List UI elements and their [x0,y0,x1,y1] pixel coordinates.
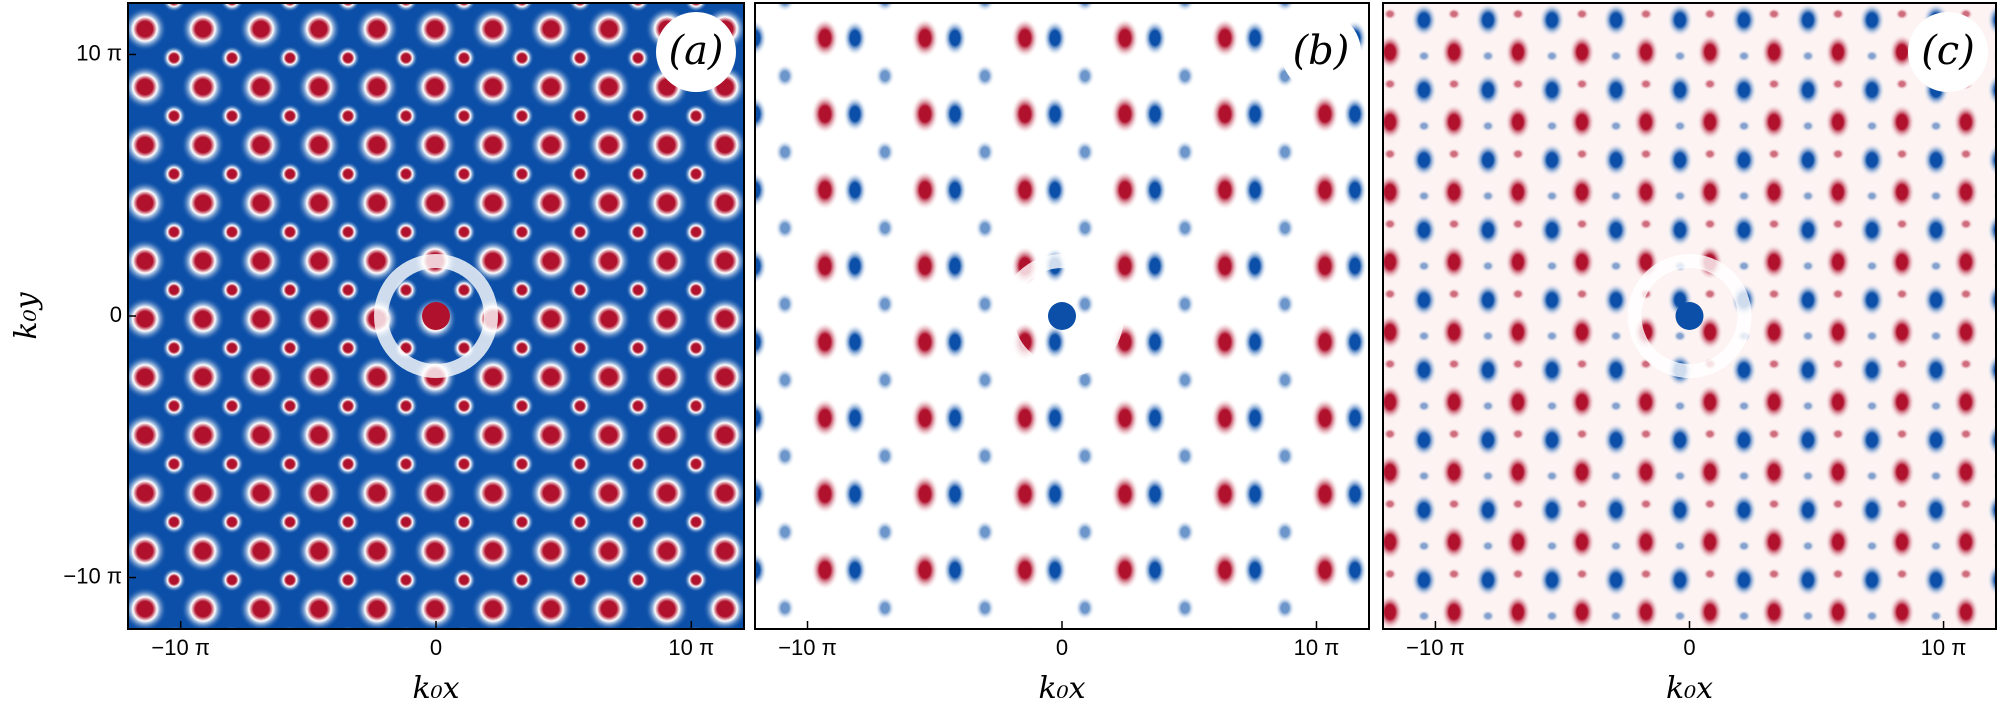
x-tick-label: 0 [430,635,442,660]
center-ring [1000,254,1124,378]
panel-label-badge [1281,12,1361,92]
x-tick-label: 10 π [668,635,714,660]
x-tick-label: −10 π [151,635,210,660]
x-tick-label: 10 π [1921,635,1967,660]
y-tick-label: 10 π [76,40,122,65]
x-tick-label: 0 [1056,635,1068,660]
center-ring [1627,254,1752,378]
x-tick-label: −10 π [778,635,837,660]
x-axis-label: k₀x [412,671,459,706]
panel: −10 π 0 10 π k₀x (b) [754,2,1370,706]
panel-label: (b) [1293,28,1350,74]
x-tick-label: 0 [1683,635,1695,660]
x-axis-label: k₀x [1038,671,1085,706]
panel: −10 π 0 10 π k₀x (c) [1382,2,1997,706]
x-tick-label: −10 π [1406,635,1465,660]
center-spot [1048,302,1076,330]
y-tick-label: 0 [110,302,122,327]
center-spot [1675,302,1704,330]
panel: −10 π 0 10 π −10 π 0 10 π k₀x k₀y (a) [9,2,745,706]
panel-label-badge [1908,12,1988,92]
x-tick-label: 10 π [1294,635,1340,660]
center-spot [422,302,450,330]
panel-label-badge [656,12,736,92]
panel-label: (a) [668,28,723,74]
panel-label: (c) [1921,28,1975,74]
y-axis-label: k₀y [9,291,44,339]
x-axis-label: k₀x [1666,671,1713,706]
y-tick-label: −10 π [63,563,122,588]
center-ring [374,254,498,378]
